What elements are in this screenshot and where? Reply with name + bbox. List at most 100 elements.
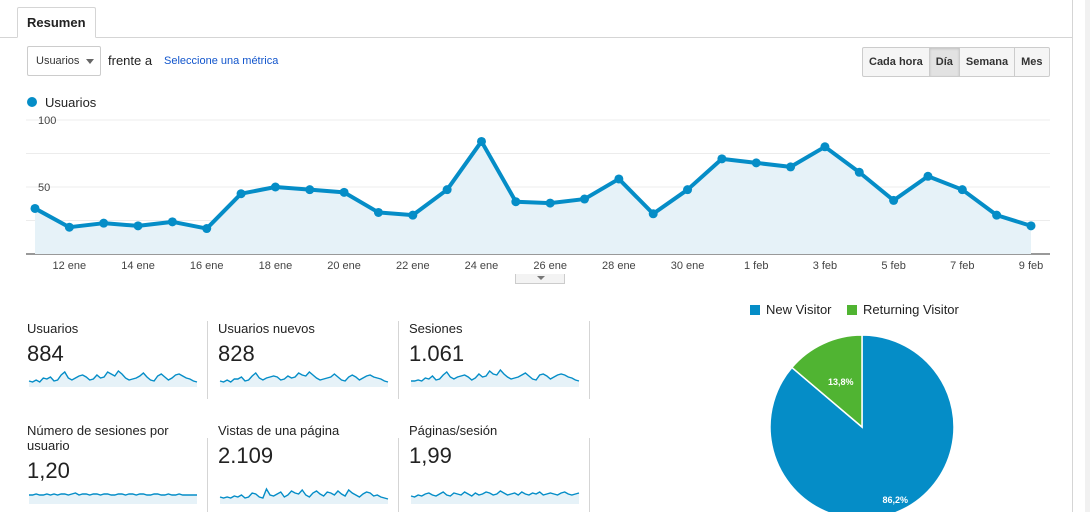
sparkline-line bbox=[29, 492, 197, 496]
series-area bbox=[35, 141, 1031, 254]
scorecard[interactable]: Sesiones 1.061 bbox=[409, 321, 589, 387]
scorecard-divider bbox=[589, 438, 590, 512]
x-tick-label: 1 feb bbox=[744, 260, 768, 272]
data-point[interactable] bbox=[820, 142, 830, 152]
chart-collapse-handle[interactable] bbox=[515, 274, 565, 284]
sparkline-line bbox=[410, 490, 580, 498]
data-point[interactable] bbox=[236, 189, 246, 199]
sparkline-area bbox=[220, 372, 388, 387]
sparkline-area bbox=[411, 370, 579, 387]
scorecard-label: Usuarios nuevos bbox=[218, 321, 315, 336]
data-point[interactable] bbox=[99, 218, 109, 228]
scorecard[interactable]: Usuarios 884 bbox=[27, 321, 207, 387]
data-point[interactable] bbox=[957, 185, 967, 195]
x-tick-label: 28 ene bbox=[602, 260, 636, 272]
sparkline-line bbox=[219, 371, 389, 383]
data-point[interactable] bbox=[476, 136, 486, 146]
pie-legend-returning[interactable]: Returning Visitor bbox=[847, 302, 959, 317]
series-legend-label[interactable]: Usuarios bbox=[45, 95, 97, 110]
data-point[interactable] bbox=[854, 167, 864, 177]
x-tick-label: 30 ene bbox=[671, 260, 705, 272]
data-point[interactable] bbox=[545, 198, 555, 208]
x-tick-label: 22 ene bbox=[396, 260, 430, 272]
sparkline bbox=[28, 369, 198, 387]
data-point[interactable] bbox=[64, 222, 74, 232]
tab-resumen[interactable]: Resumen bbox=[17, 7, 96, 38]
scorecard[interactable]: Vistas de una página 2.109 bbox=[218, 423, 398, 504]
pie-slice-label: 86,2% bbox=[882, 495, 908, 505]
data-point[interactable] bbox=[442, 185, 452, 195]
scorecard-label: Vistas de una página bbox=[218, 423, 340, 438]
scorecard-value: 884 bbox=[27, 341, 64, 366]
x-tick-label: 3 feb bbox=[813, 260, 837, 272]
sparkline-area bbox=[29, 493, 197, 504]
scorecard-value: 1.061 bbox=[409, 341, 465, 366]
x-tick-label: 12 ene bbox=[53, 260, 87, 272]
pie-legend-new[interactable]: New Visitor bbox=[750, 302, 832, 317]
series-legend-dot bbox=[27, 97, 37, 107]
data-point[interactable] bbox=[202, 224, 212, 234]
scorecard-value: 1,20 bbox=[27, 458, 70, 483]
data-point[interactable] bbox=[717, 154, 727, 164]
legend-swatch bbox=[847, 305, 857, 315]
data-point[interactable] bbox=[923, 171, 933, 181]
pie-slice-label: 13,8% bbox=[828, 377, 854, 387]
x-tick-label: 9 feb bbox=[1019, 260, 1043, 272]
sparkline bbox=[411, 368, 580, 387]
scorecard[interactable]: Páginas/sesión 1,99 bbox=[409, 423, 589, 504]
y-tick-label: 50 bbox=[38, 182, 50, 194]
scorecard-divider bbox=[207, 438, 208, 512]
data-point[interactable] bbox=[270, 182, 280, 192]
data-point[interactable] bbox=[648, 209, 658, 219]
sparkline bbox=[29, 492, 197, 504]
scorecard-label: Número de sesiones por usuario bbox=[27, 423, 169, 453]
pie-slice[interactable] bbox=[790, 334, 863, 429]
scorecard-divider bbox=[207, 321, 208, 399]
data-point[interactable] bbox=[373, 207, 383, 217]
data-point[interactable] bbox=[889, 195, 899, 205]
data-point[interactable] bbox=[511, 197, 521, 207]
data-point[interactable] bbox=[1026, 221, 1036, 231]
x-tick-label: 5 feb bbox=[881, 260, 905, 272]
week-button[interactable]: Semana bbox=[958, 47, 1016, 77]
data-point[interactable] bbox=[683, 185, 693, 195]
pie-slice[interactable] bbox=[769, 334, 955, 512]
data-point[interactable] bbox=[992, 210, 1002, 220]
data-point[interactable] bbox=[786, 162, 796, 172]
visitor-pie-chart: 86,2% 13,8% bbox=[769, 334, 955, 512]
data-point[interactable] bbox=[408, 210, 418, 220]
data-point[interactable] bbox=[305, 185, 315, 195]
x-tick-label: 16 ene bbox=[190, 260, 224, 272]
data-point[interactable] bbox=[580, 194, 590, 204]
data-point[interactable] bbox=[614, 174, 624, 184]
y-tick-label: 100 bbox=[38, 115, 56, 127]
scorecard-label: Páginas/sesión bbox=[409, 423, 498, 438]
scorecard-label: Sesiones bbox=[409, 321, 463, 336]
sparkline-line bbox=[411, 368, 580, 382]
hourly-button[interactable]: Cada hora bbox=[862, 47, 930, 77]
scorecard[interactable]: Número de sesiones por usuario 1,20 bbox=[27, 423, 207, 504]
data-point[interactable] bbox=[751, 158, 761, 168]
data-point[interactable] bbox=[30, 203, 40, 213]
chevron-down-icon bbox=[86, 59, 94, 64]
pie-legend-new-label: New Visitor bbox=[766, 302, 832, 317]
x-tick-label: 7 feb bbox=[950, 260, 974, 272]
data-point[interactable] bbox=[133, 221, 143, 231]
chevron-down-icon bbox=[537, 276, 545, 280]
x-tick-label: 14 ene bbox=[121, 260, 155, 272]
data-point[interactable] bbox=[167, 217, 177, 227]
metric-select[interactable]: Usuarios bbox=[27, 46, 101, 76]
data-point[interactable] bbox=[339, 187, 349, 197]
month-button[interactable]: Mes bbox=[1014, 47, 1050, 77]
scrollbar-track[interactable] bbox=[1085, 0, 1090, 512]
series-line bbox=[34, 139, 1032, 231]
select-metric-link[interactable]: Seleccione una métrica bbox=[164, 55, 279, 67]
scorecard-divider bbox=[398, 321, 399, 399]
scorecard[interactable]: Usuarios nuevos 828 bbox=[218, 321, 398, 387]
sparkline-area bbox=[411, 491, 579, 504]
sparkline-line bbox=[28, 369, 198, 383]
day-button[interactable]: Día bbox=[928, 47, 960, 77]
x-tick-label: 20 ene bbox=[327, 260, 361, 272]
x-tick-label: 24 ene bbox=[465, 260, 499, 272]
scorecard-value: 828 bbox=[218, 341, 255, 366]
